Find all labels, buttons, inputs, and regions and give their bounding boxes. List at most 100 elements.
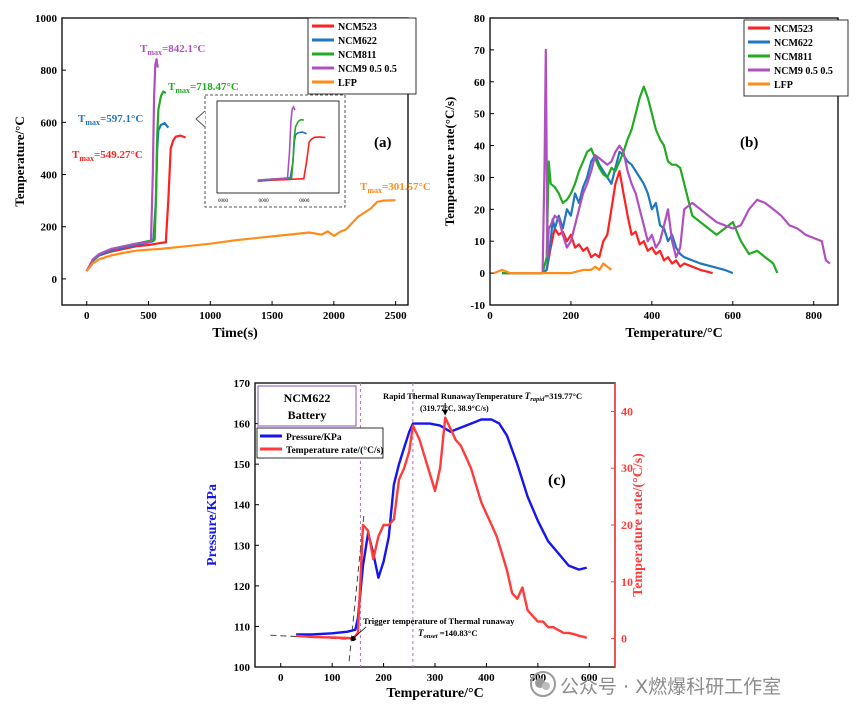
chart-b-xtick-label: 800: [805, 310, 822, 322]
chart-b-ytick-label: 10: [474, 236, 486, 248]
chart-b-panel-label: (b): [740, 135, 758, 151]
chart-c-series-line: [296, 416, 588, 640]
chart-b-ytick-label: 50: [474, 109, 486, 121]
chart-a-ytick-label: 0: [52, 274, 58, 286]
chart-c-ytick-label: 100: [234, 662, 251, 674]
chart-a-ytick-label: 800: [41, 65, 58, 77]
chart-a-inset-plot: [216, 100, 340, 194]
chart-c-legend-label: Pressure/KPa: [286, 433, 342, 443]
chart-b-xtick-label: 400: [644, 310, 661, 322]
chart-c-trigger-label: Trigger temperature of Thermal runaway: [363, 616, 515, 626]
chart-c-xtick-label: 600: [581, 672, 598, 684]
chart-a-ytick-label: 400: [41, 170, 58, 182]
chart-a-inset-frame: [204, 94, 346, 208]
chart-a-ytick-label: 600: [41, 117, 58, 129]
chart-c-rapid-point-label: (319.77°C, 38.9°C/s): [420, 404, 489, 413]
chart-c-title-box: [257, 385, 357, 427]
chart-b-legend-label: NCM811: [774, 52, 812, 63]
chart-a-ylabel: Temperature/°C: [12, 116, 27, 206]
chart-c-ytick-label: 170: [234, 378, 251, 390]
chart-c-title-line2: Battery: [288, 408, 327, 422]
chart-b-ytick-label: 30: [474, 172, 486, 184]
chart-c-ytick-label: 160: [234, 419, 251, 431]
chart-c-y2tick-label: 40: [621, 404, 633, 418]
chart-b-ytick-label: 40: [474, 141, 486, 153]
chart-a-series-line: [85, 58, 159, 272]
chart-a-ytick-label: 1000: [35, 13, 58, 25]
chart-b-ytick-label: 0: [480, 268, 486, 280]
chart-b-xlabel: Temperature/°C: [625, 326, 722, 341]
chart-a-legend-label: NCM523: [338, 22, 377, 33]
chart-c-y2tick-label: 10: [621, 575, 633, 589]
chart-b-plot-frame: [489, 17, 839, 306]
chart-a-svg: 0 500 1000 1500 2000 2500 0 200 400 600 800 1000 Tim…: [12, 13, 431, 341]
chart-panel-c: 0 100 200 300 400 500 600 100 110 120 130 140 150 160…: [190, 365, 650, 717]
chart-c-rapid-arrowhead: [442, 409, 449, 416]
chart-b-series-line: [541, 48, 831, 274]
chart-a-xtick-label: 1500: [261, 310, 284, 322]
chart-c-y2tick-label: 0: [621, 632, 627, 646]
chart-c-xtick-label: 400: [478, 672, 495, 684]
chart-c-legend-label: Temperature rate/(°C/s): [286, 445, 383, 456]
chart-b-ytick-label: 20: [474, 204, 486, 216]
chart-c-ytick-label: 120: [234, 581, 251, 593]
chart-a-tmax-annotation: Tmax=718.47°C: [168, 81, 239, 95]
chart-a-xlabel: Time(s): [212, 326, 258, 341]
chart-a-xtick-label: 0: [84, 310, 90, 322]
chart-a-inset-tick-label: 0000: [218, 199, 229, 204]
wechat-logo-icon: [530, 671, 556, 697]
chart-a-inset-series-line: [257, 105, 296, 181]
chart-a-tmax-annotation: Tmax=597.1°C: [78, 113, 143, 127]
chart-c-y2tick-label: 30: [621, 461, 633, 475]
chart-a-xtick-label: 1000: [199, 310, 222, 322]
chart-a-panel-label: (a): [374, 135, 392, 151]
chart-c-ylabel: Pressure/KPa: [205, 484, 220, 566]
chart-a-xtick-label: 2000: [323, 310, 346, 322]
chart-b-legend-label: NCM9 0.5 0.5: [774, 66, 833, 77]
chart-a-inset-pointer: [195, 110, 206, 128]
chart-panel-a: 0 500 1000 1500 2000 2500 0 200 400 600 800 1000 Tim…: [0, 0, 431, 355]
chart-c-xtick-label: 200: [375, 672, 392, 684]
chart-c-xtick-label: 100: [324, 672, 341, 684]
chart-c-trigger-pointer: [354, 626, 367, 637]
chart-b-legend-label: NCM622: [774, 38, 813, 49]
watermark: 公众号 · X燃爆科研工作室: [526, 668, 856, 702]
chart-c-legend: [256, 427, 384, 459]
chart-b-ytick-label: -10: [470, 300, 485, 312]
chart-a-legend-label: NCM622: [338, 36, 377, 47]
chart-c-y2tick-label: 20: [621, 518, 633, 532]
chart-b-series-line: [502, 150, 734, 275]
chart-b-ylabel: Temperature rate(°C/s): [442, 97, 457, 227]
chart-c-xtick-label: 0: [278, 672, 284, 684]
chart-c-xlabel: Temperature/°C: [386, 686, 483, 701]
chart-c-xtick-label: 300: [427, 672, 444, 684]
chart-b-xtick-label: 0: [487, 310, 493, 322]
chart-c-ytick-label: 110: [234, 621, 250, 633]
chart-b-svg: 0 200 400 600 800-1001020304050607080Tempera…: [442, 13, 849, 341]
chart-a-tmax-annotation: Tmax=301.57°C: [360, 181, 430, 195]
chart-b-series-line: [502, 170, 713, 275]
chart-b-ytick-label: 70: [474, 45, 486, 57]
chart-b-ytick-label: 80: [474, 13, 486, 25]
chart-panel-b: 0 200 400 600 800 -10 0 10 20 30 40 50 60 70 80 Tempera…: [430, 0, 860, 355]
chart-a-series-line: [85, 199, 396, 272]
chart-a-inset-series-line: [257, 136, 326, 182]
chart-a-inset-tick-label: 0000: [299, 199, 310, 204]
chart-a-tmax-annotation: Tmax=842.1°C: [140, 43, 205, 57]
chart-a-xtick-label: 2500: [385, 310, 408, 322]
chart-c-y2label: Temperature rate/(°C/s): [631, 453, 646, 597]
watermark-text: 公众号 · X燃爆科研工作室: [560, 676, 782, 698]
chart-c-panel-label: (c): [548, 472, 566, 489]
chart-c-trigger-annotation: Tonset =140.83°C: [418, 628, 477, 640]
chart-c-ytick-label: 150: [234, 459, 251, 471]
chart-a-tmax-annotation: Tmax=549.27°C: [72, 149, 143, 163]
chart-a-legend-label: NCM811: [338, 50, 376, 61]
chart-a-legend-label: LFP: [338, 78, 357, 89]
chart-a-ytick-label: 200: [41, 222, 58, 234]
chart-c-onset-marker: [350, 636, 356, 642]
chart-b-ytick-label: 60: [474, 77, 486, 89]
chart-a-xtick-label: 500: [140, 310, 157, 322]
chart-b-xtick-label: 600: [725, 310, 742, 322]
chart-a-inset-tick-label: 0000: [259, 199, 270, 204]
chart-b-legend-label: LFP: [774, 80, 793, 91]
